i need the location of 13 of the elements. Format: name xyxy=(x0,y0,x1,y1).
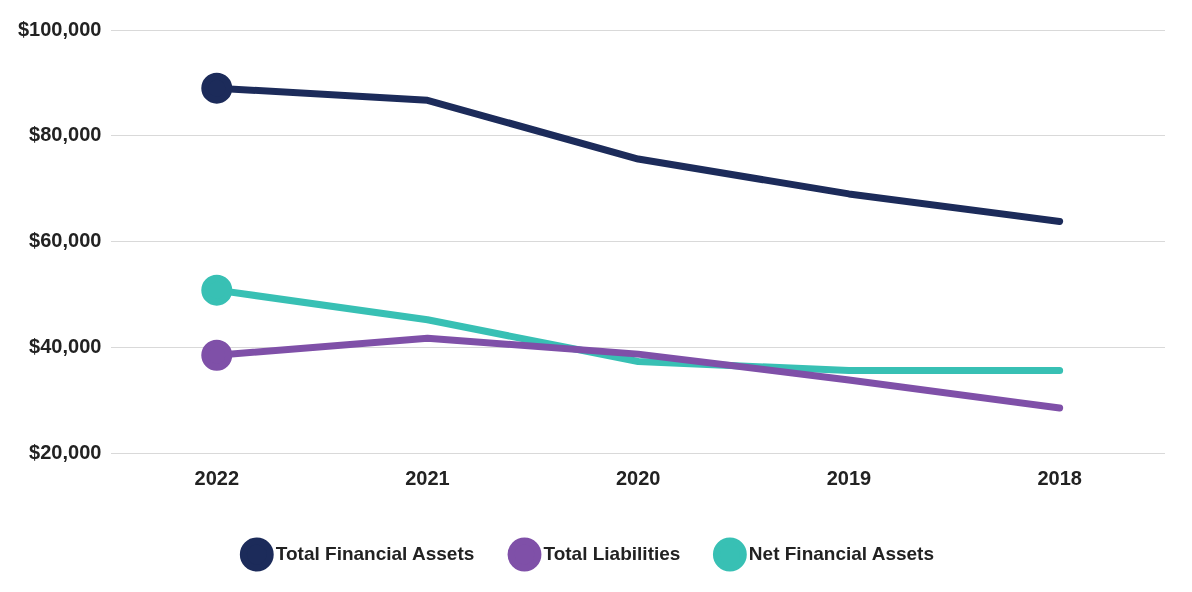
y-tick-label: $60,000 xyxy=(29,229,102,252)
legend-label: Total Liabilities xyxy=(543,542,681,564)
y-tick-label: $20,000 xyxy=(29,440,102,463)
x-tick-label: 2021 xyxy=(405,466,450,489)
legend-label: Net Financial Assets xyxy=(748,542,935,564)
y-tick-label: $40,000 xyxy=(29,334,102,357)
y-tick-label: $100,000 xyxy=(18,17,102,40)
x-tick-label: 2020 xyxy=(615,466,661,489)
x-tick-label: 2018 xyxy=(1037,466,1082,489)
legend-label: Total Financial Assets xyxy=(275,542,475,564)
x-tick-label: 2022 xyxy=(194,466,240,489)
y-tick-label: $80,000 xyxy=(29,123,102,146)
x-tick-label: 2019 xyxy=(826,466,872,489)
